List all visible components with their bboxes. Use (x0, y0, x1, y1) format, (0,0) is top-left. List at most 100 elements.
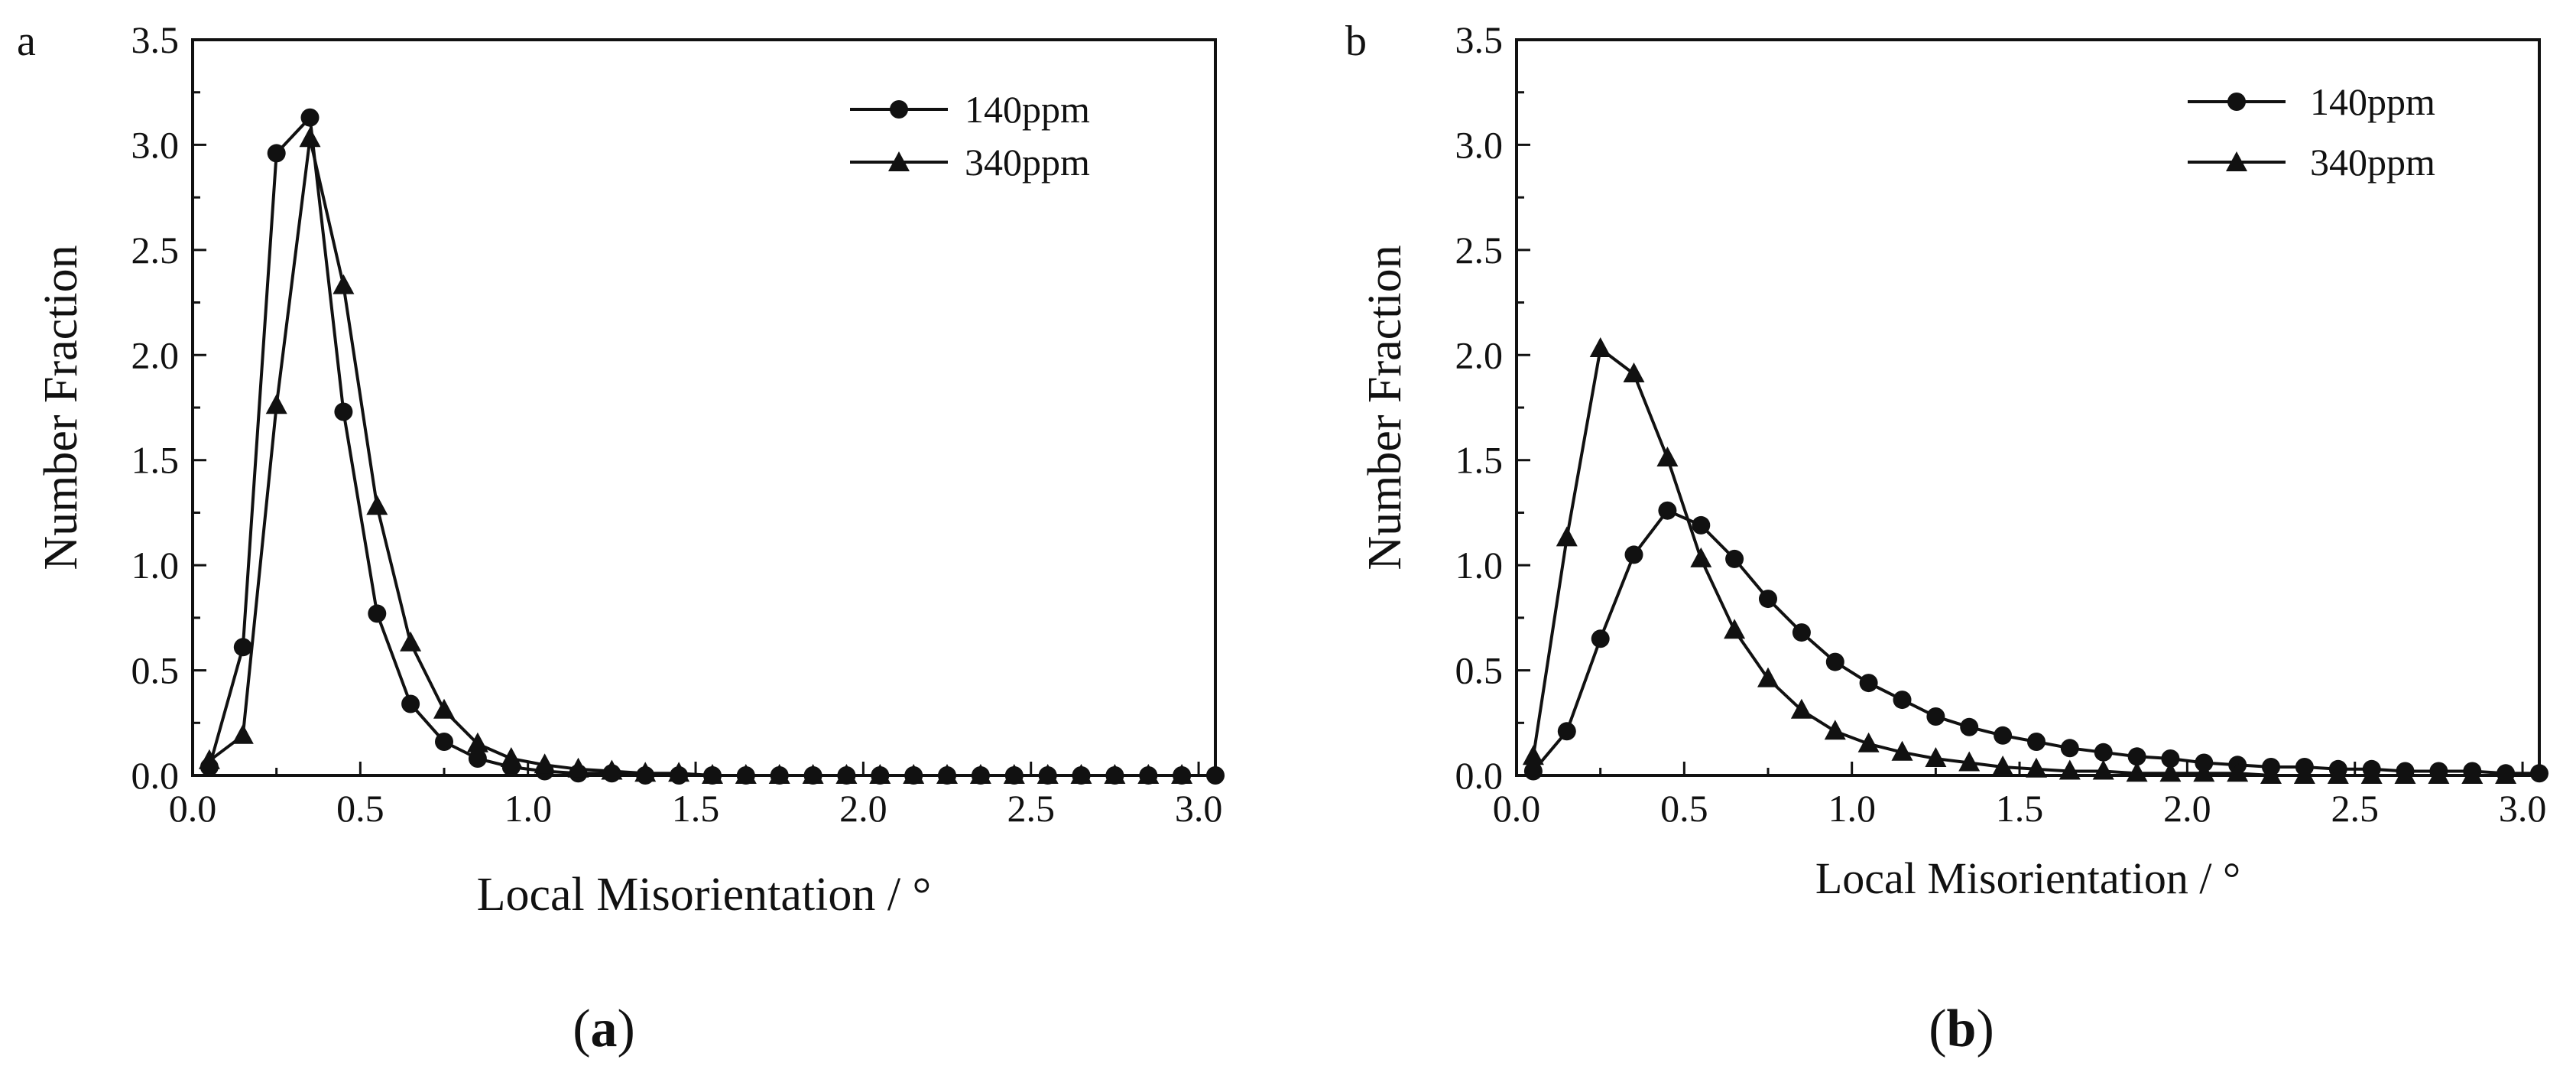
data-point-a-340ppm-1 (232, 723, 254, 744)
caption-b-open: ( (1929, 999, 1946, 1058)
data-point-b-340ppm-8 (1790, 698, 1812, 719)
data-point-a-140ppm-7 (435, 733, 453, 751)
x-tick-label-b-0: 0.0 (1493, 787, 1541, 830)
series-layer-a (198, 108, 1225, 785)
data-point-b-140ppm-2 (1591, 629, 1610, 648)
data-point-a-340ppm-27 (1104, 764, 1126, 784)
data-point-a-340ppm-13 (634, 762, 657, 782)
data-point-b-140ppm-19 (2161, 749, 2180, 768)
y-axis-title-b: Number Fraction (1359, 245, 1411, 570)
data-point-a-140ppm-3 (300, 108, 320, 127)
data-point-b-140ppm-30 (2530, 764, 2548, 783)
legend-text-b-340ppm: 340ppm (2310, 141, 2435, 184)
legend-marker-b-340ppm (2226, 151, 2247, 171)
data-point-b-140ppm-0 (1523, 762, 1543, 781)
data-point-a-340ppm-14 (668, 762, 690, 782)
data-point-a-340ppm-16 (735, 764, 757, 784)
data-point-b-340ppm-12 (1925, 747, 1947, 767)
y-tick-label-a-6: 3.0 (131, 123, 180, 166)
panel-label-b: b (1345, 18, 1367, 65)
data-point-b-340ppm-3 (1623, 362, 1645, 382)
data-point-b-340ppm-10 (1857, 732, 1880, 752)
data-point-a-140ppm-30 (1206, 766, 1225, 785)
data-point-b-340ppm-15 (2026, 757, 2047, 778)
data-point-a-340ppm-15 (702, 764, 723, 784)
data-point-a-140ppm-6 (401, 694, 420, 713)
chart-panel-a: a 0.0 0.5 1.0 1.5 2.0 2.5 3.0 0.0 0.5 1.0 1.5 2.0 2.… (17, 18, 1225, 921)
data-point-a-340ppm-2 (265, 394, 287, 414)
x-tick-label-a-4: 2.0 (839, 787, 887, 830)
legend-b: 140ppm 340ppm (2188, 80, 2435, 184)
data-point-b-340ppm-20 (2193, 762, 2215, 782)
data-point-b-140ppm-17 (2094, 743, 2113, 762)
x-tick-label-a-2: 1.0 (504, 787, 552, 830)
caption-a: (a) (573, 999, 635, 1058)
data-point-b-340ppm-29 (2495, 764, 2517, 784)
data-point-a-340ppm-9 (500, 747, 522, 767)
caption-b-letter: b (1947, 999, 1977, 1058)
data-point-b-140ppm-9 (1825, 652, 1844, 671)
data-point-a-340ppm-29 (1171, 764, 1193, 784)
caption-a-open: ( (573, 999, 590, 1058)
data-point-a-340ppm-18 (802, 764, 824, 784)
data-point-b-140ppm-4 (1658, 501, 1677, 520)
data-point-a-340ppm-23 (969, 764, 991, 784)
data-point-b-340ppm-21 (2227, 762, 2249, 782)
y-tick-label-b-1: 0.5 (1455, 649, 1504, 692)
legend-marker-b-140ppm (2227, 93, 2246, 111)
x-tick-label-a-5: 2.5 (1007, 787, 1055, 830)
data-point-b-140ppm-1 (1557, 722, 1576, 741)
data-point-b-140ppm-13 (1960, 717, 1979, 736)
data-point-a-340ppm-17 (768, 764, 790, 784)
legend-marker-a-140ppm (890, 100, 908, 119)
data-point-a-340ppm-8 (466, 732, 488, 752)
caption-b: (b) (1929, 999, 1994, 1058)
data-point-a-340ppm-20 (869, 764, 891, 784)
ticks-b (1515, 38, 2524, 777)
data-point-a-340ppm-21 (903, 764, 925, 784)
data-point-a-140ppm-4 (334, 402, 353, 421)
y-tick-label-b-6: 3.0 (1455, 123, 1504, 166)
data-point-a-340ppm-5 (366, 495, 388, 515)
data-point-a-340ppm-7 (433, 698, 455, 719)
data-point-a-140ppm-5 (368, 604, 387, 623)
data-point-b-340ppm-9 (1824, 720, 1846, 740)
x-tick-label-b-3: 1.5 (1996, 787, 2044, 830)
legend-text-a-340ppm: 340ppm (965, 141, 1090, 184)
x-tick-label-a-6: 3.0 (1175, 787, 1223, 830)
data-point-b-340ppm-24 (2327, 764, 2349, 784)
data-point-b-140ppm-15 (2027, 733, 2046, 751)
data-point-b-340ppm-17 (2092, 759, 2114, 780)
x-tick-label-a-0: 0.0 (169, 787, 217, 830)
y-tick-label-a-1: 0.5 (131, 649, 180, 692)
data-point-a-140ppm-2 (267, 144, 286, 163)
data-point-b-340ppm-14 (1992, 756, 2014, 775)
data-point-b-140ppm-10 (1859, 674, 1878, 693)
data-point-b-140ppm-7 (1759, 590, 1777, 609)
data-point-b-340ppm-4 (1656, 447, 1679, 466)
x-axis-title-a: Local Misorientation / ° (477, 869, 932, 921)
x-tick-label-b-2: 1.0 (1828, 787, 1876, 830)
x-tick-label-a-3: 1.5 (672, 787, 720, 830)
data-point-b-340ppm-5 (1690, 547, 1712, 567)
data-point-b-340ppm-27 (2428, 764, 2450, 784)
data-point-b-140ppm-6 (1725, 549, 1744, 568)
data-point-b-140ppm-12 (1926, 707, 1945, 726)
data-point-a-340ppm-25 (1037, 764, 1059, 784)
data-point-b-340ppm-7 (1757, 667, 1779, 687)
data-point-b-340ppm-22 (2260, 764, 2282, 784)
x-tick-label-b-5: 2.5 (2331, 787, 2379, 830)
legend-marker-a-340ppm (888, 151, 910, 171)
x-tick-label-b-4: 2.0 (2163, 787, 2211, 830)
data-point-a-340ppm-19 (835, 764, 858, 784)
data-point-a-340ppm-11 (567, 757, 589, 778)
data-point-b-340ppm-2 (1589, 337, 1611, 357)
data-point-b-340ppm-13 (1958, 751, 1981, 772)
data-point-a-340ppm-26 (1070, 764, 1092, 784)
data-point-a-340ppm-6 (400, 631, 422, 652)
data-point-b-140ppm-3 (1624, 545, 1643, 564)
plot-area-a (191, 38, 1225, 785)
data-point-b-340ppm-16 (2059, 759, 2081, 780)
